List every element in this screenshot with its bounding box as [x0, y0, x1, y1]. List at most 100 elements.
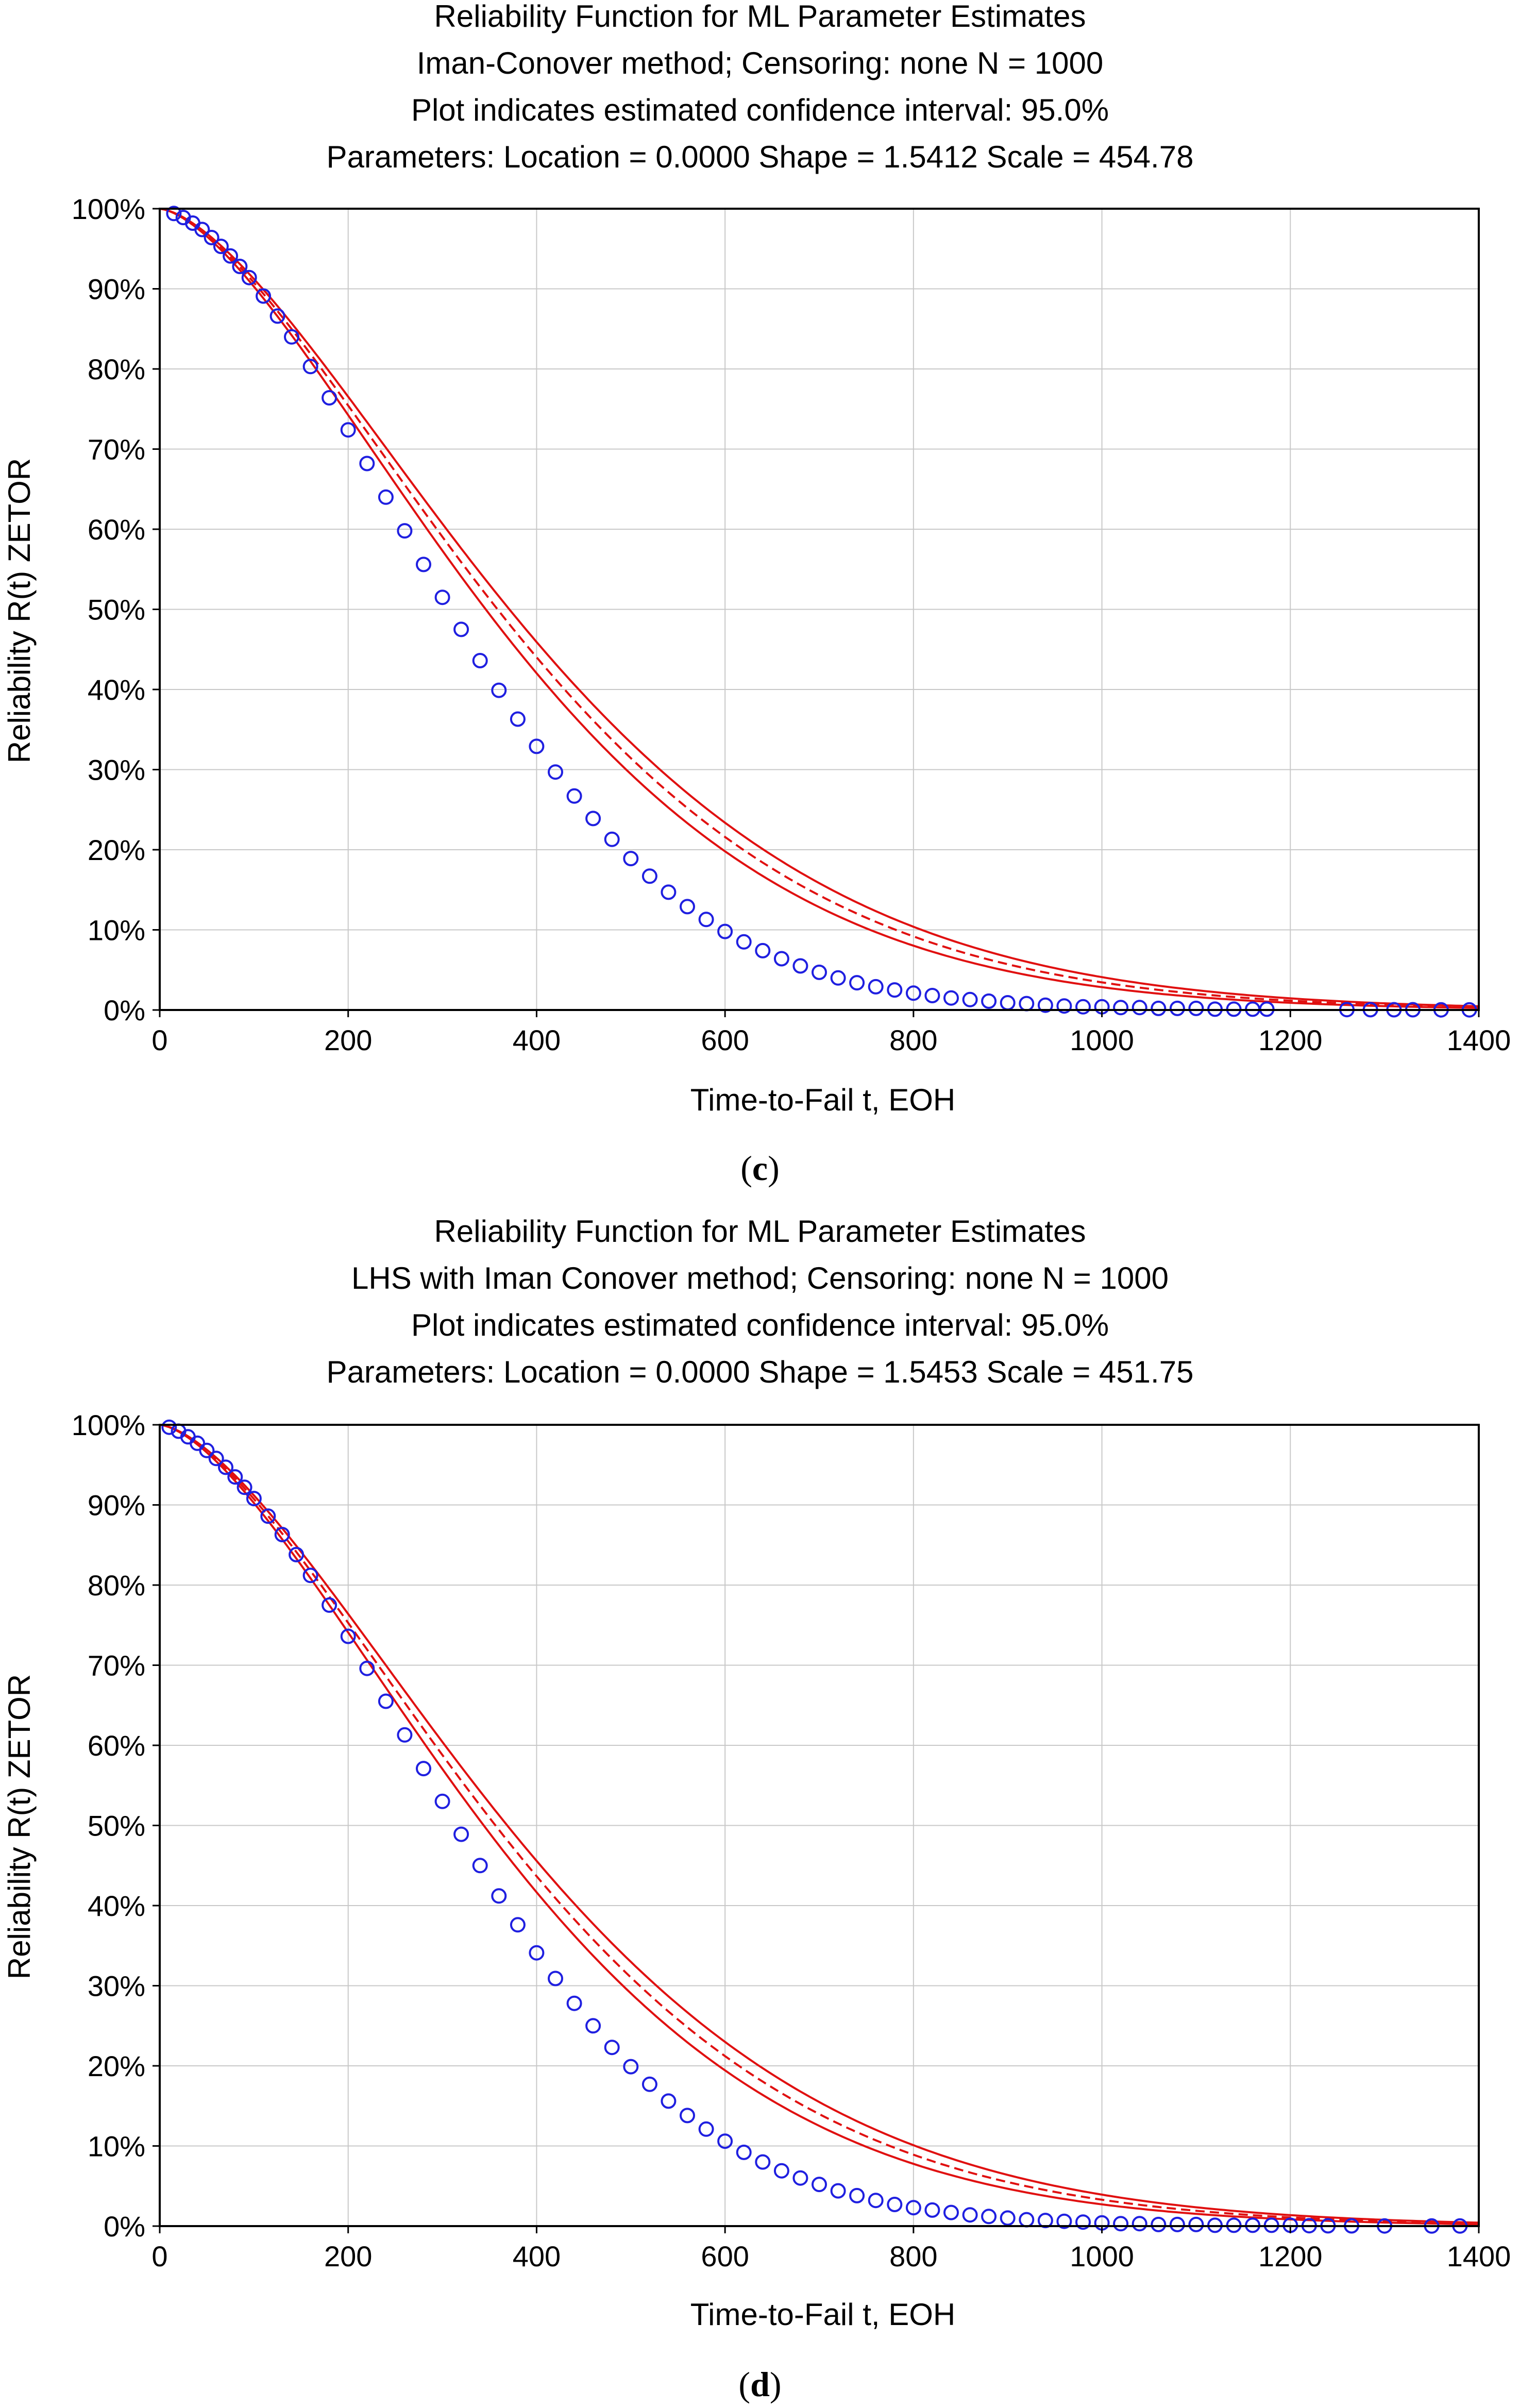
fitted-reliability-line — [159, 1424, 1479, 2225]
data-point — [566, 788, 582, 804]
data-point — [1131, 2216, 1147, 2232]
data-point — [585, 811, 601, 827]
data-point — [924, 988, 940, 1003]
data-point — [416, 557, 431, 572]
data-point — [166, 206, 182, 222]
data-point — [812, 964, 827, 980]
data-point — [453, 1826, 469, 1842]
data-point — [868, 2193, 884, 2209]
data-point — [905, 2200, 921, 2216]
x-tick-label: 0 — [151, 2240, 167, 2272]
data-point — [868, 979, 884, 995]
data-point — [199, 1442, 215, 1458]
x-tick-label: 800 — [889, 2240, 937, 2272]
data-point — [698, 912, 714, 928]
data-point — [232, 259, 248, 274]
y-tick-label: 100% — [72, 193, 145, 225]
data-point — [472, 1858, 488, 1874]
x-tick-label: 600 — [701, 2240, 749, 2272]
panel-letter: c — [752, 1149, 768, 1188]
x-tick-label: 1000 — [1070, 1024, 1134, 1056]
data-point — [1113, 1000, 1129, 1016]
y-tick-label: 30% — [88, 754, 145, 786]
data-point — [218, 1459, 233, 1475]
chart-title-line-3: Plot indicates estimated confidence inte… — [411, 93, 1109, 127]
y-tick-label: 60% — [88, 1729, 145, 1762]
data-point — [943, 990, 959, 1006]
data-point — [717, 2133, 733, 2149]
x-tick-label: 600 — [701, 1024, 749, 1056]
x-tick-label: 1200 — [1258, 2240, 1323, 2272]
data-point — [161, 1419, 177, 1435]
x-tick-label: 0 — [151, 1024, 167, 1056]
data-point — [981, 993, 997, 1009]
data-point — [981, 2209, 997, 2225]
curves — [159, 1424, 1479, 2226]
data-point — [773, 2163, 789, 2179]
data-point — [302, 359, 318, 375]
data-point — [1056, 998, 1072, 1014]
data-point — [302, 1568, 318, 1584]
y-axis-label: Reliability R(t) ZETOR — [2, 1674, 37, 1979]
data-point — [924, 2202, 940, 2218]
x-tick-label: 200 — [324, 2240, 372, 2272]
chart-title-line-3: Plot indicates estimated confidence inte… — [411, 1308, 1109, 1342]
data-point — [566, 1995, 582, 2011]
data-point — [1075, 2214, 1091, 2230]
data-point — [213, 239, 229, 255]
tick-labels: 0 200 400 600 800 1000 1200 1400 0% 10% 20% 30% 40% 5… — [72, 193, 1511, 1056]
data-point — [1037, 2213, 1053, 2229]
y-tick-label: 50% — [88, 594, 145, 626]
data-point — [623, 2059, 639, 2075]
data-point — [340, 1628, 356, 1644]
data-point — [792, 2170, 808, 2186]
y-tick-label: 100% — [72, 1409, 145, 1441]
data-point — [641, 868, 657, 884]
chart-title-line-2: LHS with Iman Conover method; Censoring:… — [351, 1261, 1169, 1295]
y-tick-label: 80% — [88, 1569, 145, 1602]
data-point — [849, 975, 865, 991]
data-point — [1056, 2213, 1072, 2229]
x-tick-label: 400 — [513, 1024, 561, 1056]
data-point — [237, 1479, 252, 1495]
x-tick-label: 1200 — [1258, 1024, 1323, 1056]
y-tick-label: 40% — [88, 1890, 145, 1922]
data-point — [661, 884, 677, 900]
data-point — [736, 934, 752, 950]
data-point — [378, 489, 394, 505]
data-point — [269, 308, 285, 324]
data-point — [755, 2154, 771, 2170]
data-point — [194, 222, 210, 238]
data-point — [223, 248, 239, 264]
data-point — [529, 738, 545, 754]
data-point — [661, 2093, 677, 2109]
data-point — [830, 2183, 846, 2199]
data-point — [241, 270, 257, 285]
data-point — [830, 970, 846, 986]
x-axis-label: Time-to-Fail t, EOH — [690, 2297, 955, 2332]
data-point — [260, 1508, 276, 1524]
data-point — [510, 1917, 526, 1933]
data-point — [491, 1888, 507, 1904]
data-point — [340, 422, 356, 438]
data-point — [736, 2144, 752, 2160]
data-point — [1131, 1000, 1147, 1016]
data-point — [641, 2076, 657, 2092]
x-axis-label: Time-to-Fail t, EOH — [690, 1083, 955, 1117]
data-point — [491, 682, 507, 698]
data-point — [1169, 1000, 1185, 1016]
data-point — [472, 653, 488, 668]
data-point — [1000, 2210, 1016, 2226]
curves — [159, 208, 1479, 1009]
y-tick-label: 0% — [104, 994, 145, 1026]
data-point — [962, 991, 978, 1007]
panel-label-text: (c) — [740, 1149, 780, 1188]
chart-panel-c: Reliability Function for ML Parameter Es… — [2, 0, 1511, 1188]
data-point — [256, 288, 272, 304]
data-point — [717, 923, 733, 939]
data-point — [510, 711, 526, 727]
data-point — [284, 329, 299, 345]
y-tick-label: 90% — [88, 1489, 145, 1522]
